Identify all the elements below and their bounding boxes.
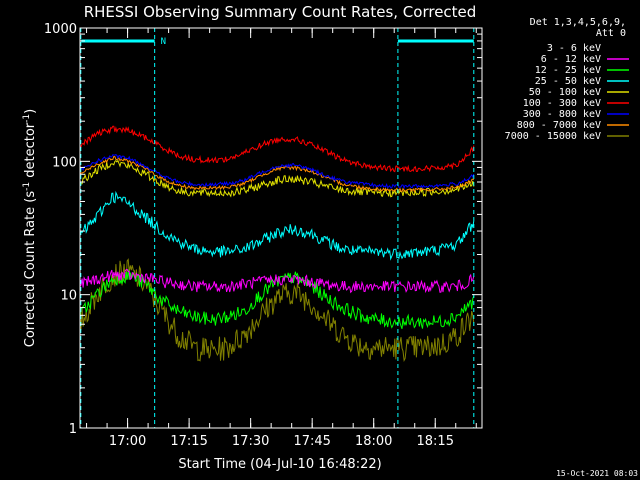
legend-label: 6 - 12 keV — [541, 54, 601, 65]
flag-layer: N — [80, 28, 475, 428]
series-layer — [80, 125, 475, 428]
legend-label: 300 - 800 keV — [523, 109, 601, 120]
series-line — [80, 125, 475, 173]
legend-label: 50 - 100 keV — [529, 87, 601, 98]
legend-label: 800 - 7000 keV — [517, 120, 601, 131]
x-tick-label: 17:15 — [170, 434, 207, 449]
legend-header: Att 0 — [596, 28, 626, 39]
x-tick-label: 18:15 — [417, 434, 454, 449]
plot-frame — [79, 27, 483, 429]
series-line — [80, 155, 475, 193]
y-tick-label: 100 — [52, 155, 77, 170]
legend-label: 25 - 50 keV — [535, 76, 601, 87]
series-line — [80, 153, 475, 190]
chart-title: RHESSI Observing Summary Count Rates, Co… — [84, 3, 477, 21]
x-tick-label: 17:30 — [232, 434, 269, 449]
x-tick-label: 17:45 — [293, 434, 330, 449]
y-tick-label: 10 — [60, 289, 77, 304]
legend-header: Det 1,3,4,5,6,9, — [530, 17, 626, 28]
x-axis-label: Start Time (04-Jul-10 16:48:22) — [178, 457, 381, 472]
x-tick-label: 18:00 — [355, 434, 392, 449]
series-line — [80, 258, 475, 363]
legend-label: 3 - 6 keV — [547, 43, 601, 54]
footer-timestamp: 15-Oct-2021 08:03 — [556, 469, 638, 478]
flag-label: N — [161, 37, 166, 47]
series-line — [80, 292, 475, 428]
y-tick-label: 1 — [69, 422, 77, 437]
series-line — [80, 269, 475, 329]
legend-label: 100 - 300 keV — [523, 98, 601, 109]
series-line — [80, 159, 475, 198]
x-tick-label: 17:00 — [109, 434, 146, 449]
y-tick-label: 1000 — [44, 22, 77, 37]
plot-axes: 1 10 100 1000 17:00 17:15 17:30 17:45 18:00 18:15 — [44, 22, 483, 449]
y-axis-label: Corrected Count Rate (s-1 detector-1) — [22, 109, 38, 347]
legend-label: 12 - 25 keV — [535, 65, 601, 76]
series-line — [80, 190, 475, 261]
series-line — [80, 268, 475, 294]
legend-label: 7000 - 15000 keV — [505, 131, 601, 142]
